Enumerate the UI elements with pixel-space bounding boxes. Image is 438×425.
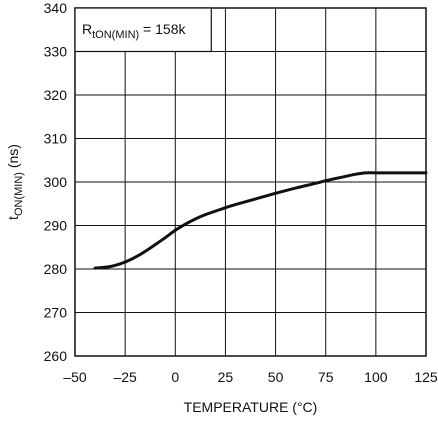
y-tick-label: 340: [44, 0, 68, 16]
x-tick-label: 125: [414, 369, 438, 385]
x-axis-label: TEMPERATURE (°C): [184, 399, 318, 415]
plot-frame: [74, 7, 427, 357]
x-tick-label: 0: [171, 369, 179, 385]
y-tick-label: 270: [44, 305, 68, 321]
y-tick-label: 320: [44, 87, 68, 103]
x-tick-label: 75: [318, 369, 334, 385]
annotation-suffix: = 158k: [139, 21, 186, 37]
series-line: [93, 171, 428, 270]
grid: [75, 8, 426, 356]
x-tick-label: –25: [113, 369, 137, 385]
y-axis-label-unit: (ns): [5, 144, 21, 172]
annotation-sub: tON(MIN): [92, 29, 139, 41]
annotation-label: RtON(MIN) = 158k: [82, 21, 186, 41]
y-axis-label-sub: ON(MIN): [13, 172, 25, 216]
annotation-main: R: [82, 21, 92, 37]
y-tick-label: 260: [44, 348, 68, 364]
y-tick-label: 290: [44, 218, 68, 234]
x-tick-label: 25: [218, 369, 234, 385]
y-tick-label: 280: [44, 261, 68, 277]
x-tick-labels: –50 –25 0 25 50 75 100 125: [63, 369, 438, 385]
x-tick-label: 100: [364, 369, 388, 385]
x-tick-label: –50: [63, 369, 87, 385]
y-tick-label: 310: [44, 131, 68, 147]
y-tick-label: 330: [44, 44, 68, 60]
y-axis-label: tON(MIN) (ns): [5, 144, 25, 220]
y-tick-labels: 260 270 280 290 300 310 320 330 340: [44, 0, 68, 364]
annotation-box: [74, 7, 212, 53]
y-tick-label: 300: [44, 174, 68, 190]
x-tick-label: 50: [268, 369, 284, 385]
y-axis-label-main: t: [5, 216, 21, 220]
